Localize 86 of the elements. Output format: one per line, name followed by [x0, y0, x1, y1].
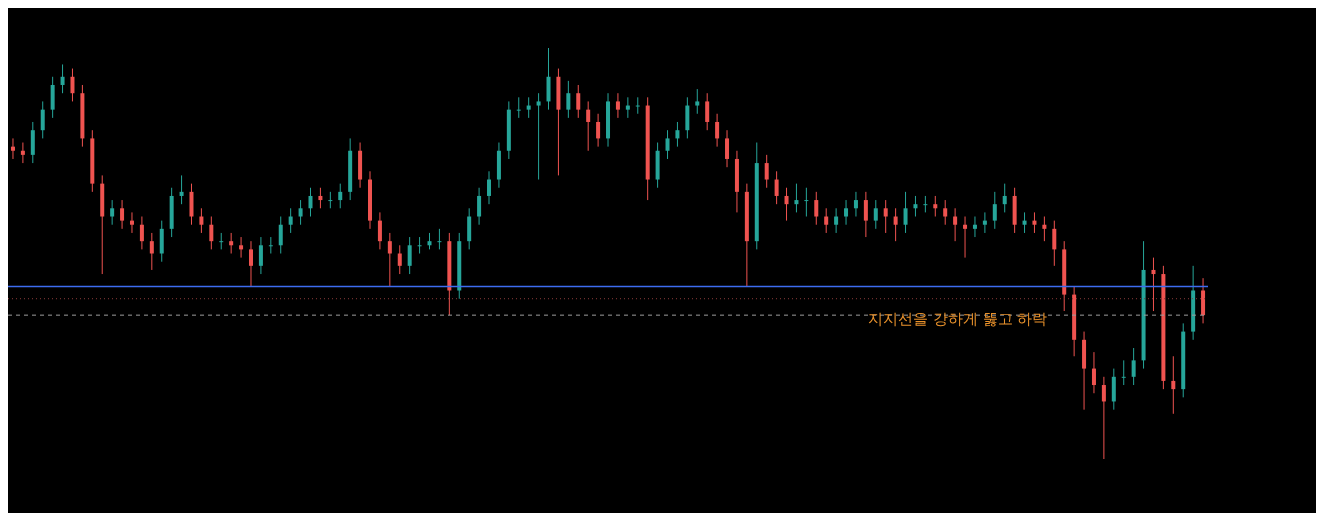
candlestick — [268, 236, 273, 254]
candlestick — [834, 207, 839, 234]
candlestick — [397, 244, 402, 275]
candlestick — [318, 187, 323, 209]
candlestick — [923, 195, 928, 213]
candlestick — [120, 199, 125, 230]
candlestick — [20, 142, 25, 164]
candlestick — [982, 211, 987, 234]
candlestick — [883, 199, 888, 234]
candlestick — [377, 211, 382, 250]
candlestick — [972, 216, 977, 238]
candlestick — [387, 232, 392, 287]
candlestick — [40, 100, 45, 139]
candlestick — [625, 96, 630, 119]
candlestick — [695, 88, 700, 115]
candlestick — [596, 113, 601, 148]
candlestick — [943, 199, 948, 226]
candlestick — [219, 232, 224, 250]
candlestick — [308, 187, 313, 218]
candlestick — [933, 195, 938, 218]
candlestick — [774, 170, 779, 205]
candlestick — [903, 191, 908, 234]
candlestick — [953, 207, 958, 242]
candlestick — [437, 228, 442, 250]
candlestick — [675, 121, 680, 148]
candlestick — [229, 232, 234, 254]
candlestick — [1002, 183, 1007, 213]
candlestick — [784, 187, 789, 222]
candlestick — [705, 92, 710, 131]
candlestick — [338, 183, 343, 209]
candlestick — [566, 80, 571, 119]
candlestick — [209, 216, 214, 250]
candlestick — [804, 187, 809, 218]
candlestick — [863, 191, 868, 238]
annotation: 지지선을 강하게 뚫고 하락 — [868, 310, 1048, 329]
candlestick — [288, 207, 293, 234]
candlestick — [536, 92, 541, 181]
candlestick — [992, 191, 997, 230]
candlestick — [844, 199, 849, 226]
candlestick — [149, 232, 154, 271]
candlestick — [417, 236, 422, 254]
candlestick — [298, 199, 303, 226]
candlestick — [824, 207, 829, 234]
candlestick — [1052, 220, 1057, 267]
candlestick — [139, 216, 144, 250]
candlestick — [576, 84, 581, 119]
candlestick — [258, 236, 263, 275]
candlestick — [179, 174, 184, 205]
candlestick — [1121, 359, 1126, 386]
candlestick — [60, 63, 65, 94]
candlestick — [873, 199, 878, 230]
candlestick — [1032, 211, 1037, 234]
candlestick — [70, 68, 75, 102]
candlestick — [913, 195, 918, 218]
candlestick — [635, 96, 640, 115]
candlestick — [1131, 347, 1136, 386]
candlestick — [248, 240, 253, 287]
candlestick — [516, 96, 521, 119]
candlestick — [586, 100, 591, 152]
candlestick — [1022, 211, 1027, 234]
candlestick — [328, 191, 333, 209]
candlestick — [110, 199, 115, 226]
candlestick — [1171, 355, 1176, 415]
candlestick — [1042, 216, 1047, 242]
candlestick — [853, 191, 858, 218]
candlestick — [487, 170, 492, 205]
candlestick — [477, 187, 482, 226]
candlestick — [1091, 351, 1096, 394]
candlestick — [794, 183, 799, 213]
candlestick — [10, 137, 15, 160]
candlestick — [1151, 257, 1156, 312]
candlestick — [764, 154, 769, 189]
candlestick — [1101, 376, 1106, 459]
candlestick — [407, 236, 412, 275]
candlestick — [725, 129, 730, 168]
candlestick — [814, 191, 819, 226]
candlestick — [526, 96, 531, 119]
candlestick — [199, 207, 204, 234]
candlestick — [963, 216, 968, 259]
candlestick — [129, 211, 134, 234]
candlestick — [665, 129, 670, 160]
candlestick — [278, 216, 283, 254]
candlestick — [715, 113, 720, 148]
candlestick — [615, 92, 620, 119]
candlestick — [893, 207, 898, 242]
candlestick — [239, 236, 244, 259]
